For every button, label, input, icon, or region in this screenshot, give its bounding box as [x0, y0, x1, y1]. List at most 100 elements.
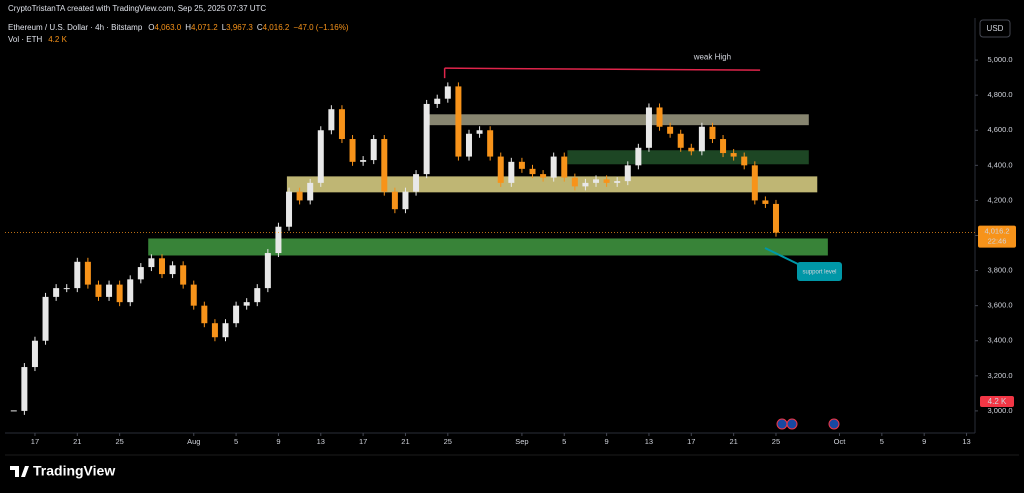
- candle: [328, 109, 335, 131]
- last-price-label: 4,016.2: [984, 227, 1009, 236]
- candle: [53, 288, 60, 297]
- volume-badge-label: 4.2 K: [988, 397, 1007, 406]
- event-flag[interactable]: [828, 418, 840, 430]
- ohlc-value: 4,063.0: [155, 23, 182, 32]
- candle: [42, 296, 49, 341]
- candle: [211, 323, 218, 338]
- candle: [286, 191, 293, 227]
- x-tick-label: 25: [115, 437, 123, 446]
- candle: [307, 182, 314, 201]
- y-tick-label: 3,000.0: [987, 406, 1012, 415]
- candle: [455, 86, 462, 157]
- ohlc-value: 3,967.3: [226, 23, 253, 32]
- y-tick-label: 4,400.0: [987, 160, 1012, 169]
- x-tick-label: 13: [962, 437, 970, 446]
- candle: [529, 168, 536, 175]
- x-tick-label: Aug: [187, 437, 200, 446]
- change: −47.0 (−1.16%): [293, 23, 348, 32]
- x-tick-label: 13: [645, 437, 653, 446]
- ohlc-value: 4,071.2: [191, 23, 218, 32]
- candle: [677, 133, 684, 148]
- x-tick-label: Oct: [834, 437, 847, 446]
- x-tick-label: 17: [31, 437, 39, 446]
- flags: [776, 418, 840, 430]
- candle: [21, 367, 28, 411]
- event-flag[interactable]: [786, 418, 798, 430]
- support-box: [797, 262, 842, 281]
- x-tick-label: 9: [605, 437, 609, 446]
- x-tick-label: 5: [562, 437, 566, 446]
- candle: [540, 174, 547, 178]
- candle: [63, 288, 70, 290]
- weak-high-label: weak High: [693, 52, 731, 61]
- candle: [444, 86, 451, 99]
- candle: [571, 177, 578, 187]
- y-tick-label: 4,200.0: [987, 195, 1012, 204]
- candle: [370, 139, 377, 161]
- currency-box[interactable]: [979, 19, 1011, 38]
- candle: [508, 161, 515, 183]
- candle: [264, 253, 271, 289]
- y-tick-label: 5,000.0: [987, 55, 1012, 64]
- zone: [148, 238, 828, 256]
- candle: [31, 340, 38, 368]
- y-tick-label: 4,800.0: [987, 90, 1012, 99]
- plot: weak High support level: [5, 52, 975, 415]
- candle: [381, 139, 388, 192]
- x-tick-label: Sep: [515, 437, 528, 446]
- ohlc: O4,063.0 H4,071.2 L3,967.3 C4,016.2: [148, 23, 290, 32]
- candle: [603, 179, 610, 183]
- candle: [582, 182, 589, 187]
- x-tick-label: 21: [729, 437, 737, 446]
- x-tick-label: 9: [922, 437, 926, 446]
- volume-value: 4.2 K: [48, 35, 67, 44]
- zone: [286, 176, 818, 193]
- candle: [751, 165, 758, 201]
- ohlc-key: C: [257, 23, 263, 32]
- candle: [645, 107, 652, 148]
- candle: [518, 161, 525, 169]
- candle: [487, 130, 494, 157]
- candle: [254, 288, 261, 303]
- brand-name: TradingView: [33, 463, 115, 479]
- y-tick-label: 3,600.0: [987, 301, 1012, 310]
- candle: [465, 133, 472, 157]
- x-tick-label: 25: [772, 437, 780, 446]
- candle: [772, 203, 779, 233]
- symbol-line: Ethereum / U.S. Dollar · 4h · Bitstamp O4…: [8, 23, 349, 32]
- candle: [84, 261, 91, 285]
- x-tick-label: 5: [880, 437, 884, 446]
- candle: [614, 181, 621, 183]
- candle: [137, 267, 144, 280]
- candle: [180, 265, 187, 285]
- volume-title: Vol · ETH: [8, 35, 42, 44]
- candle: [243, 302, 250, 306]
- x-tick-label: 17: [687, 437, 695, 446]
- candle: [349, 139, 356, 162]
- y-tick-label: 4,600.0: [987, 125, 1012, 134]
- candle: [317, 130, 324, 183]
- candle: [423, 103, 430, 175]
- brand-logo: [10, 466, 29, 477]
- x-tick-label: 25: [444, 437, 452, 446]
- ohlc-key: O: [148, 23, 154, 32]
- ohlc-key: L: [222, 23, 227, 32]
- candle: [95, 284, 102, 297]
- candle: [635, 147, 642, 166]
- zone: [567, 150, 809, 165]
- ohlc-key: H: [185, 23, 191, 32]
- candle: [338, 109, 345, 140]
- ohlc-value: 4,016.2: [263, 23, 290, 32]
- currency[interactable]: USD: [987, 24, 1004, 33]
- candle: [434, 98, 441, 104]
- candle: [656, 107, 663, 127]
- candle: [169, 265, 176, 275]
- zone: [424, 114, 809, 126]
- candle: [296, 191, 303, 201]
- x-tick-label: 17: [359, 437, 367, 446]
- candle: [497, 156, 504, 183]
- candle: [233, 305, 240, 324]
- x-tick-label: 21: [401, 437, 409, 446]
- event-flag[interactable]: [776, 418, 788, 430]
- candle: [561, 156, 568, 178]
